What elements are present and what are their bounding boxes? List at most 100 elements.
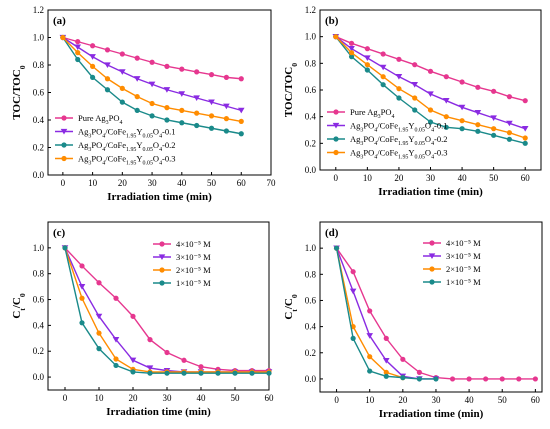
data-point [75, 56, 81, 63]
data-point [238, 118, 244, 124]
data-point [483, 376, 489, 382]
data-point [74, 44, 82, 51]
data-point [364, 67, 370, 73]
legend-entry: Ag3PO4/CoFe1.95Y0.05O4-0.1 [350, 121, 448, 134]
y-tick-label: 0.2 [33, 143, 44, 153]
data-point [459, 118, 465, 124]
y-axis-label: TOC/TOC0 [11, 65, 27, 119]
legend-entry: Pure Ag3PO4 [350, 107, 394, 120]
data-point [134, 107, 140, 113]
panel-label: (a) [53, 15, 66, 27]
data-point [249, 370, 255, 376]
x-tick-label: 40 [177, 178, 187, 188]
data-point [367, 368, 373, 374]
data-point [443, 74, 449, 80]
data-point [75, 50, 81, 56]
panel-b: 0 10 20 30 40 50 60 0.0 0.2 0.4 0.6 0.8 1.0 1.2 Irradi… [283, 5, 542, 198]
data-point [96, 280, 102, 286]
data-point [522, 135, 528, 141]
legend-marker [429, 240, 435, 246]
legend-entry: 3×10⁻⁵ M [176, 252, 211, 262]
data-point [382, 357, 390, 364]
data-point [522, 98, 528, 104]
y-tick-label: 0.0 [33, 372, 45, 382]
legend-marker [159, 280, 165, 286]
legend: 4×10⁻⁵ M 3×10⁻⁵ M 2×10⁻⁵ M 1×10⁻⁵ M [153, 239, 211, 288]
data-point [215, 370, 221, 376]
data-point [90, 43, 96, 49]
data-point [147, 337, 153, 343]
x-tick-label: 70 [267, 178, 277, 188]
data-point [79, 295, 85, 301]
data-point [134, 55, 140, 61]
x-tick-label: 60 [265, 393, 275, 403]
data-point [491, 132, 497, 138]
data-point [521, 126, 529, 132]
data-point [383, 373, 389, 379]
data-point [380, 82, 386, 88]
legend-entry: Ag3PO4/CoFe1.95Y0.05O4-0.2 [78, 140, 176, 153]
data-point [75, 39, 81, 45]
data-point [113, 356, 119, 362]
x-axis-label: Irradiation time (min) [378, 186, 483, 198]
data-point [400, 375, 406, 381]
data-point [104, 47, 111, 53]
legend-entry: 3×10⁻⁵ M [446, 251, 481, 261]
data-point [194, 110, 200, 116]
data-point [119, 51, 125, 57]
data-point [364, 55, 371, 61]
data-point [350, 269, 356, 275]
y-axis-label: Ct/C0 [283, 294, 299, 320]
data-point [499, 376, 505, 382]
data-point [198, 364, 204, 370]
plot-frame [319, 221, 543, 393]
data-point [506, 136, 513, 142]
data-point [148, 81, 156, 88]
legend-marker [332, 122, 340, 129]
legend-marker [159, 241, 165, 247]
data-point [449, 376, 456, 382]
data-point [383, 369, 389, 375]
data-point [348, 50, 355, 56]
x-tick-label: 30 [431, 395, 441, 405]
x-tick-label: 50 [207, 178, 217, 188]
y-tick-label: 0.8 [305, 58, 317, 68]
x-tick-label: 10 [88, 178, 98, 188]
data-point [79, 263, 85, 269]
data-point [90, 63, 96, 69]
legend-entry: Ag3PO4/CoFe1.95Y0.05O4-0.3 [78, 154, 176, 167]
series-1 [332, 34, 529, 132]
data-point [179, 120, 185, 126]
data-point [459, 126, 465, 132]
data-point [238, 131, 244, 137]
x-tick-label: 60 [531, 395, 541, 405]
data-point [119, 85, 125, 91]
data-point [223, 128, 229, 134]
y-tick-label: 0.4 [33, 320, 45, 330]
data-point [474, 110, 482, 116]
y-tick-label: 1.0 [33, 33, 45, 43]
x-tick-label: 20 [118, 178, 128, 188]
data-point [208, 125, 215, 131]
data-point [119, 99, 125, 105]
panel-label: (c) [53, 227, 66, 239]
data-point [427, 119, 434, 125]
y-tick-label: 0.0 [305, 374, 317, 384]
data-point [506, 94, 513, 100]
x-tick-label: 0 [63, 393, 68, 403]
data-point [104, 62, 111, 68]
data-point [348, 54, 355, 60]
legend-marker [61, 155, 67, 162]
legend-entry: Ag3PO4/CoFe1.95Y0.05O4-0.1 [78, 127, 176, 140]
data-point [134, 94, 140, 100]
data-point [179, 107, 185, 113]
data-point [133, 76, 141, 82]
data-point [223, 74, 229, 80]
series-1 [59, 34, 245, 114]
series-2 [333, 34, 528, 146]
y-tick-label: 0.2 [33, 346, 44, 356]
data-point [104, 87, 111, 93]
data-point [89, 54, 96, 60]
data-point [400, 356, 406, 362]
